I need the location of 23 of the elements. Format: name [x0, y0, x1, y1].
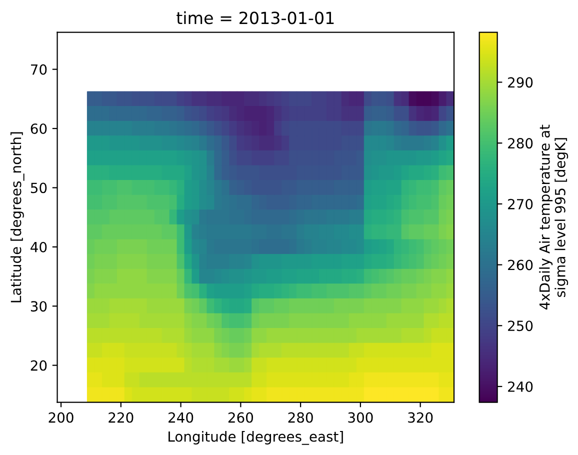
color-bar-label: 250	[508, 320, 533, 332]
x-tick-label: 240	[168, 412, 194, 423]
x-tick-label: 200	[48, 412, 74, 423]
color-bar-label: 260	[508, 260, 533, 270]
x-axis-title: Longitude [degrees_east]	[168, 431, 343, 445]
y-axis-title: Latitude [degrees_north]	[10, 132, 24, 302]
color-bar-label: 280	[508, 138, 533, 149]
color-bar-label: 270	[508, 198, 533, 210]
y-tick-label: 70	[31, 64, 47, 75]
y-tick-label: 50	[30, 182, 47, 194]
x-tick-label: 280	[288, 412, 313, 423]
x-tick-label: 320	[408, 412, 433, 423]
color-bar-title: 4xDaily Air temperature at sigma level 995 [degK]	[539, 124, 568, 310]
y-tick-label: 60	[30, 123, 47, 134]
color-bar-label: 240	[508, 381, 533, 392]
x-tick-label: 260	[228, 412, 254, 423]
x-tick-label: 300	[348, 412, 373, 423]
y-tick-label: 30	[30, 301, 47, 312]
color-bar-label: 290	[508, 77, 533, 88]
chart-title: time = 2013-01-01	[176, 11, 334, 24]
y-tick-label: 20	[30, 360, 47, 371]
y-tick-label: 40	[30, 242, 47, 252]
x-tick-label: 220	[108, 412, 134, 423]
